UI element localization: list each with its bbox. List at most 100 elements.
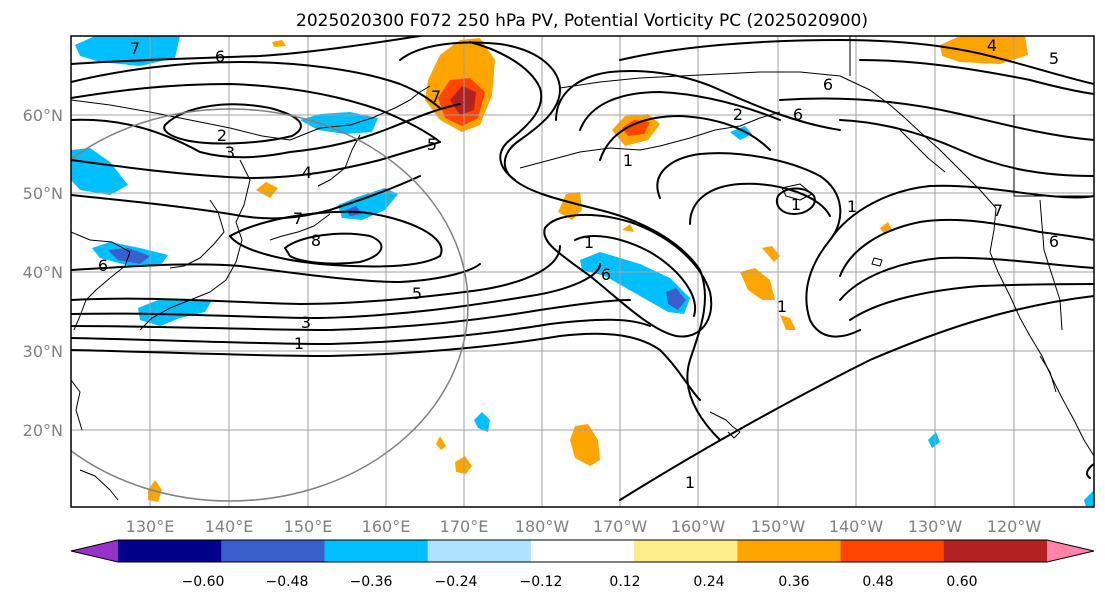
negative-anomaly (1084, 490, 1094, 507)
pv-contour (656, 152, 861, 338)
colorbar-tick-label: 0.24 (693, 574, 724, 590)
contour-label: 7 (293, 209, 303, 228)
pv-contour (555, 69, 841, 131)
negative-anomaly (730, 126, 752, 140)
coastline (139, 159, 251, 331)
contour-label: 1 (584, 233, 594, 252)
coastline (559, 71, 997, 209)
pv-contour (71, 83, 441, 143)
contour-label: 6 (823, 75, 833, 94)
pv-contour (839, 256, 1094, 301)
coastline (1039, 355, 1057, 393)
pv-contour (71, 263, 481, 283)
coastline (519, 111, 781, 169)
pv-contour (619, 295, 1094, 501)
lon-tick-label: 150°W (751, 517, 806, 536)
positive-anomaly (436, 436, 446, 450)
colorbar-ticks: −0.60 −0.48 −0.36 −0.24 −0.12 0.12 0.24 … (182, 574, 978, 590)
pv-contour (229, 210, 443, 268)
colorbar-swatch (634, 540, 738, 562)
pv-contour (71, 299, 631, 331)
contour-label: 6 (1049, 232, 1059, 251)
colorbar-swatch (840, 540, 945, 562)
contour-label: 6 (215, 47, 225, 66)
longitude-labels: 130°E 140°E 150°E 160°E 170°E 180°W 170°… (126, 517, 1042, 536)
pv-contour (574, 235, 697, 317)
contour-label: 7 (431, 87, 441, 106)
map-panel: 7 6 2 3 4 7 8 6 5 3 1 7 5 1 6 1 6 2 6 1 … (23, 35, 1095, 536)
colorbar-tick-label: 0.12 (609, 574, 640, 590)
contour-label: 1 (791, 195, 801, 214)
colorbar-swatch (324, 540, 429, 562)
positive-anomaly (450, 86, 476, 115)
map-title: 2025020300 F072 250 hPa PV, Potential Vo… (296, 11, 868, 31)
coastline (71, 85, 431, 141)
lon-tick-label: 170°E (440, 517, 489, 536)
colorbar-tick-label: 0.48 (862, 574, 893, 590)
negative-anomaly (580, 252, 690, 314)
pv-contour (859, 59, 1094, 95)
colorbar-swatches (70, 539, 1095, 563)
pv-contour (71, 318, 651, 345)
contour-label: 8 (311, 231, 321, 250)
colorbar-tick-label: −0.36 (350, 574, 393, 590)
colorbar-swatch (943, 540, 1048, 562)
contour-label: 1 (623, 151, 633, 170)
colorbar-tick-label: −0.12 (520, 574, 563, 590)
lon-tick-label: 150°E (284, 517, 333, 536)
colorbar-tick-label: −0.24 (435, 574, 478, 590)
coastlines (71, 36, 1094, 501)
colorbar-outline (70, 539, 1095, 563)
contour-label: 6 (98, 256, 108, 275)
contour-label: 3 (225, 143, 235, 162)
contour-label: 4 (302, 163, 312, 182)
colorbar-swatch (118, 540, 222, 562)
contour-label: 1 (777, 297, 787, 316)
coastline (709, 411, 741, 439)
contour-label: 1 (847, 197, 857, 216)
contour-label: 5 (427, 135, 437, 154)
border-line (1013, 115, 1094, 197)
lon-tick-label: 130°E (126, 517, 175, 536)
colorbar-tick-label: 0.36 (778, 574, 809, 590)
lat-tick-label: 30°N (23, 342, 63, 361)
pv-contour (71, 103, 461, 159)
negative-anomaly (71, 148, 128, 195)
contour-label: 7 (130, 39, 140, 58)
pv-contour (579, 91, 781, 131)
lon-tick-label: 140°W (829, 517, 884, 536)
positive-anomaly (780, 315, 796, 330)
positive-anomaly (940, 36, 1028, 64)
latitude-labels: 20°N 30°N 40°N 50°N 60°N (23, 106, 63, 440)
contour-label: 7 (993, 201, 1003, 220)
contour-label: 1 (294, 334, 304, 353)
pv-contour (776, 187, 816, 215)
island (781, 183, 813, 201)
lat-tick-label: 60°N (23, 106, 63, 125)
colorbar-swatch (221, 540, 325, 562)
lon-tick-label: 140°E (205, 517, 254, 536)
negative-anomaly (928, 432, 940, 448)
positive-anomaly (622, 120, 650, 136)
coastline (79, 469, 119, 501)
coastline (269, 213, 331, 241)
pv-contour (829, 184, 1094, 241)
pv-contour (284, 232, 383, 265)
lat-tick-label: 50°N (23, 184, 63, 203)
colorbar-swatch (427, 540, 532, 562)
colorbar-swatch (71, 540, 118, 562)
lat-tick-label: 20°N (23, 421, 63, 440)
pv-contour (849, 283, 1094, 321)
reference-circle (71, 108, 469, 502)
pv-contour (71, 332, 701, 401)
contour-label: 6 (793, 105, 803, 124)
contour-label: 2 (217, 126, 227, 145)
negative-anomaly (138, 300, 212, 326)
coastline (899, 129, 946, 173)
lon-tick-label: 130°W (908, 517, 963, 536)
pv-contour (71, 61, 441, 109)
lon-tick-label: 170°W (593, 517, 648, 536)
map-frame (70, 35, 1095, 508)
colorbar-swatch (1047, 540, 1094, 562)
